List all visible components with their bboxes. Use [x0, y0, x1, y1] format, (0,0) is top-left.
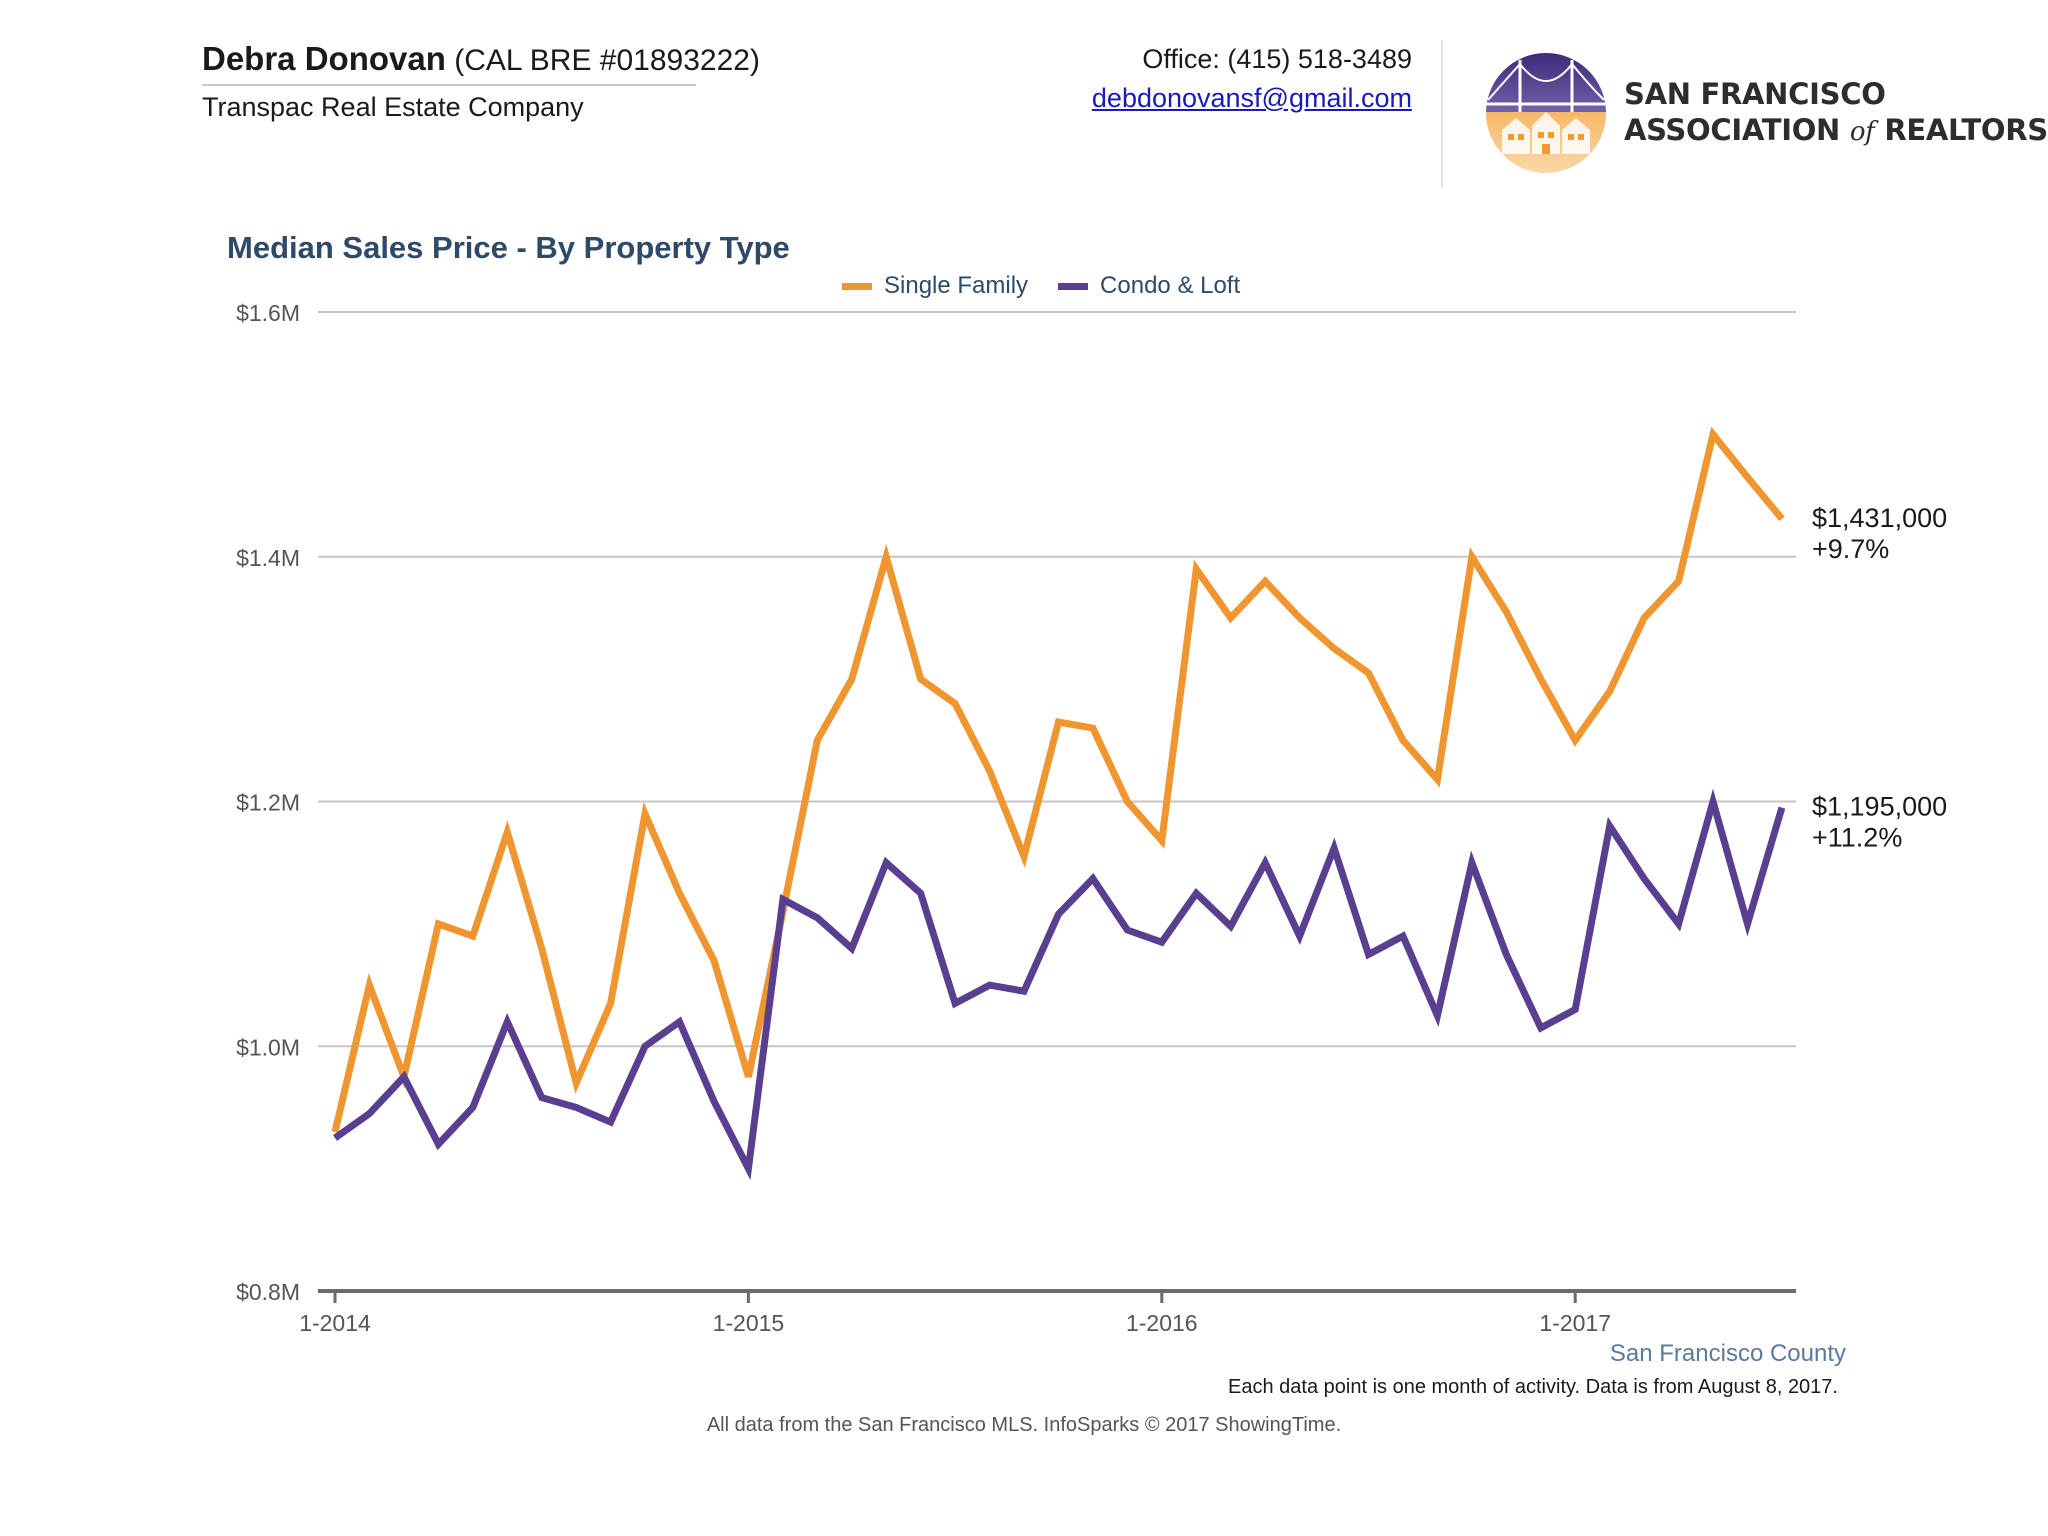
region-label: San Francisco County [1609, 1340, 1846, 1367]
office-phone: Office: (415) 518-3489 [1142, 44, 1412, 74]
x-tick-label: 1-2015 [713, 1310, 785, 1336]
chart-footnote: Each data point is one month of activity… [1228, 1376, 1838, 1398]
legend-swatch-condo-loft [1058, 282, 1089, 290]
y-tick-label: $1.2M [236, 790, 300, 816]
association-name: SAN FRANCISCO ASSOCIATION of REALTORS® [1624, 76, 2048, 150]
end-label-value-condo-loft: $1,195,000 [1812, 792, 1947, 822]
series-line-condo-loft [332, 788, 1786, 1181]
y-tick-label: $1.4M [236, 545, 300, 571]
legend-label-single-family: Single Family [884, 272, 1029, 299]
x-tick-label: 1-2014 [299, 1310, 371, 1336]
end-label-change-condo-loft: +11.2% [1812, 823, 1902, 853]
y-tick-label: $1.0M [236, 1034, 300, 1060]
chart-title: Median Sales Price - By Property Type [227, 230, 790, 265]
chart-legend: Single Family Condo & Loft [842, 272, 1270, 300]
association-line-1: SAN FRANCISCO [1624, 77, 1886, 111]
y-tick-label: $1.6M [236, 300, 300, 326]
end-label-change-single-family: +9.7% [1812, 534, 1889, 564]
legend-item-condo-loft: Condo & Loft [1058, 272, 1240, 300]
golden-gate-bridge-houses-logo-icon [1486, 53, 1606, 173]
source-note: All data from the San Francisco MLS. Inf… [706, 1414, 1342, 1436]
association-of: of [1849, 117, 1875, 147]
agent-name: Debra Donovan [202, 40, 446, 77]
series-line-single-family [331, 426, 1785, 1133]
end-label-value-single-family: $1,431,000 [1812, 503, 1947, 533]
legend-item-single-family: Single Family [842, 272, 1028, 300]
agent-license: (CAL BRE #01893222) [454, 44, 760, 77]
y-tick-label: $0.8M [236, 1279, 300, 1305]
agent-name-line: Debra Donovan (CAL BRE #01893222) [202, 40, 760, 86]
association-realtors: REALTORS [1884, 113, 2048, 147]
header-divider [1441, 40, 1443, 188]
legend-swatch-single-family [842, 282, 872, 290]
x-tick-label: 1-2017 [1539, 1310, 1611, 1336]
x-tick-label: 1-2016 [1126, 1310, 1198, 1336]
agent-info: Debra Donovan (CAL BRE #01893222) Transp… [202, 40, 760, 123]
association-line-2: ASSOCIATION of REALTORS® [1624, 112, 2048, 150]
email-link[interactable]: debdonovansf@gmail.com [1091, 83, 1412, 113]
legend-label-condo-loft: Condo & Loft [1100, 272, 1241, 299]
association-word: ASSOCIATION [1624, 113, 1841, 147]
agent-company: Transpac Real Estate Company [202, 92, 584, 122]
contact-info: Office: (415) 518-3489 debdonovansf@gmai… [1092, 44, 1412, 114]
